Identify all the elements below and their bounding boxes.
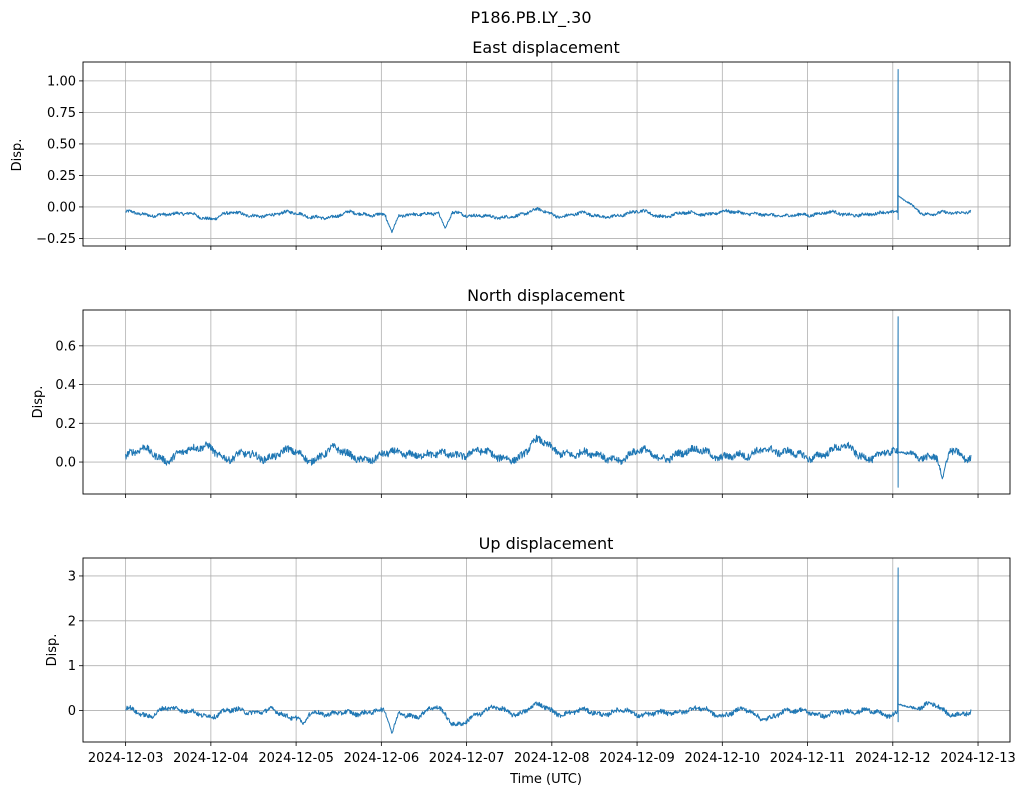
x-tick-label: 2024-12-12 [855, 751, 931, 766]
up-panel-title: Up displacement [479, 534, 614, 553]
up-y-axis-label: Disp. [45, 634, 60, 667]
north-displacement-series-line [125, 316, 972, 488]
east-axes-frame [82, 61, 1011, 247]
x-tick-label: 2024-12-11 [770, 751, 846, 766]
up-y-tick-label: 0 [68, 704, 76, 719]
east-panel-title: East displacement [472, 38, 619, 57]
up-axes-frame [82, 557, 1011, 743]
up-y-tick-label: 3 [68, 569, 76, 584]
up-displacement-panel: Up displacement Disp. 2024-12-03 2024-12-… [45, 534, 1016, 766]
north-y-axis-label: Disp. [31, 386, 46, 419]
east-y-tick-label: 0.25 [47, 169, 76, 184]
north-y-tick-label: 0.2 [55, 417, 76, 432]
x-tick-label: 2024-12-13 [940, 751, 1016, 766]
north-displacement-panel: North displacement Disp. 0.0 0.2 0.4 0.6 [31, 286, 1011, 498]
east-displacement-series-line [125, 69, 972, 234]
x-axis-label: Time (UTC) [509, 772, 582, 787]
x-tick-label: 2024-12-10 [685, 751, 761, 766]
east-y-tick-label: 1.00 [47, 74, 76, 89]
up-y-tick-label: 2 [68, 614, 76, 629]
east-y-tick-label: 0.50 [47, 137, 76, 152]
north-y-tick-label: 0.4 [55, 378, 76, 393]
north-y-tick-label: 0.0 [55, 456, 76, 471]
x-tick-label: 2024-12-09 [599, 751, 675, 766]
x-tick-label: 2024-12-05 [258, 751, 334, 766]
up-y-tick-label: 1 [68, 659, 76, 674]
x-tick-label: 2024-12-03 [88, 751, 164, 766]
east-y-axis-label: Disp. [10, 139, 25, 172]
north-y-tick-label: 0.6 [55, 339, 76, 354]
up-displacement-series-line [125, 567, 972, 734]
x-tick-label: 2024-12-04 [173, 751, 249, 766]
east-y-tick-label: 0.00 [47, 200, 76, 215]
north-axes-frame [82, 309, 1011, 495]
x-tick-label: 2024-12-08 [514, 751, 590, 766]
x-tick-label: 2024-12-07 [429, 751, 505, 766]
east-y-tick-label: 0.75 [47, 106, 76, 121]
east-y-tick-label: −0.25 [36, 232, 76, 247]
x-tick-label: 2024-12-06 [344, 751, 420, 766]
east-displacement-panel: East displacement Disp. −0.25 0.00 0.25 0.5… [10, 38, 1011, 250]
north-panel-title: North displacement [467, 286, 625, 305]
figure-suptitle: P186.PB.LY_.30 [471, 8, 592, 28]
